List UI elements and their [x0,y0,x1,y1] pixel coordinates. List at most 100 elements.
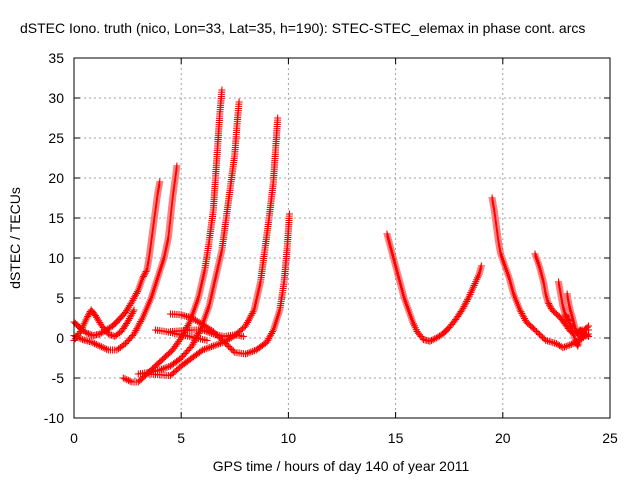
data-point [130,330,138,338]
x-tick-label: 5 [177,430,185,446]
x-tick-label: 25 [602,430,618,446]
series-arc-f [145,114,282,380]
data-point [189,340,197,348]
data-point [123,376,131,384]
y-tick-label: -10 [44,410,64,426]
data-point [583,323,591,331]
data-point [203,336,211,344]
y-tick-label: 5 [56,290,64,306]
data-point [544,298,552,306]
data-point [546,303,554,311]
data-point [464,296,472,304]
data-point [133,288,141,296]
data-point [559,344,567,352]
data-point [245,315,253,323]
data-point [173,162,181,170]
data-point [566,341,574,349]
data-point [101,344,109,352]
data-point [131,328,139,336]
data-point [92,340,100,348]
series-arc-k [488,194,593,352]
data-point [86,330,94,338]
y-tick-label: 25 [48,130,64,146]
y-tick-label: 35 [48,50,64,66]
data-point [137,318,145,326]
tick-labels: 0 5 10 15 20 25 -10 -5 0 5 10 15 20 25 30 35 [44,50,618,446]
data-point [71,335,79,343]
data-point [223,341,231,349]
series-arc-n [563,290,593,340]
data-point [229,347,237,355]
data-point [106,331,114,339]
data-point [136,319,144,327]
data-point [87,338,95,346]
data-point [545,300,553,308]
data-point [242,322,250,330]
data-point [219,337,227,345]
data-point [140,271,148,279]
data-point [84,330,92,338]
data-point [121,375,129,383]
data-point [562,342,570,350]
data-point [537,332,545,340]
data-point [74,331,82,339]
y-tick-label: 15 [48,210,64,226]
data-point [94,341,102,349]
data-point [249,308,257,316]
data-point [532,327,540,335]
data-point [139,274,147,282]
plot-frame [73,57,611,419]
data-point [274,114,282,122]
data-point [246,313,254,321]
data-point [139,272,147,280]
data-point [561,343,569,351]
y-tick-label: -5 [52,370,65,386]
series-arc-i [166,326,247,340]
data-point [124,376,132,384]
data-point [97,343,105,351]
data-point [228,345,236,353]
data-point [91,340,99,348]
data-point [243,318,251,326]
data-point [138,316,146,324]
x-tick-label: 20 [495,430,511,446]
data-point [576,334,584,342]
data-point [84,312,92,320]
data-point [226,344,234,352]
data-point [126,377,134,385]
data-point [96,342,104,350]
data-point [428,336,436,344]
data-point [429,336,437,344]
data-point [103,345,111,353]
data-series [70,86,593,386]
series-arc-d [119,86,226,386]
data-point [222,339,230,347]
data-point [583,332,591,340]
data-point [536,330,544,338]
data-point [196,328,204,336]
data-point [142,268,150,276]
y-tick-label: 30 [48,90,64,106]
data-point [426,337,434,345]
data-point [285,210,293,218]
data-point [134,323,142,331]
data-point [141,269,149,277]
y-tick-label: 0 [56,330,64,346]
data-point [119,374,127,382]
data-point [235,98,243,106]
x-tick-label: 10 [281,430,297,446]
data-point [185,320,193,328]
data-point [585,322,593,330]
y-tick-label: 20 [48,170,64,186]
x-axis-label: GPS time / hours of day 140 of year 2011 [213,458,470,474]
data-point [109,332,117,340]
data-point [135,321,143,329]
data-point [156,178,164,186]
data-point [546,301,554,309]
data-point [565,317,573,325]
y-axis-label: dSTEC / TECUs [7,187,23,289]
data-point [242,320,250,328]
data-point [585,332,593,340]
